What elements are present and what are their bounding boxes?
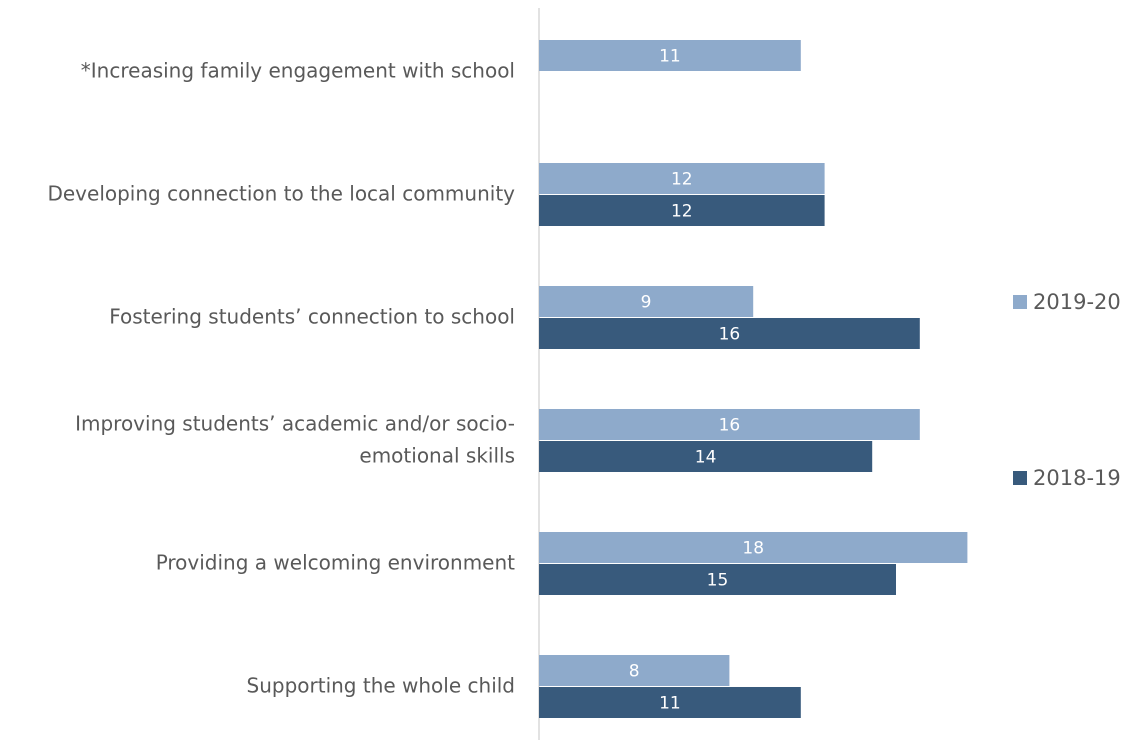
category-labels-layer: *Increasing family engagement with schoo…	[47, 58, 515, 697]
data-label: 18	[742, 539, 764, 559]
category-label-line: *Increasing family engagement with schoo…	[81, 58, 515, 82]
category-label: Developing connection to the local commu…	[47, 181, 515, 205]
category-label-line: emotional skills	[359, 443, 515, 467]
bar-2018-19	[539, 318, 920, 349]
bar-2018-19	[539, 687, 801, 718]
category-label-line: Providing a welcoming environment	[156, 550, 515, 574]
legend-swatch-2019-20	[1013, 295, 1027, 309]
bar-2018-19	[539, 564, 896, 595]
data-label: 16	[719, 416, 741, 436]
category-label: Providing a welcoming environment	[156, 550, 515, 574]
data-label: 9	[641, 293, 652, 313]
data-label: 8	[629, 662, 640, 682]
bar-2019-20	[539, 655, 730, 686]
data-label: 14	[695, 448, 717, 468]
category-label-line: Supporting the whole child	[247, 673, 516, 697]
data-label: 15	[707, 571, 729, 591]
legend-label-2018-19: 2018-19	[1033, 466, 1121, 490]
category-label-line: Developing connection to the local commu…	[47, 181, 515, 205]
category-label: Fostering students’ connection to school	[109, 304, 515, 328]
data-label: 12	[671, 170, 693, 190]
data-label: 11	[659, 47, 681, 67]
category-label: Supporting the whole child	[247, 673, 516, 697]
category-label-line: Improving students’ academic and/or soci…	[75, 411, 515, 435]
data-label: 12	[671, 202, 693, 222]
legend-label-2019-20: 2019-20	[1033, 290, 1121, 314]
category-label-line: Fostering students’ connection to school	[109, 304, 515, 328]
bar-2019-20	[539, 409, 920, 440]
bar-2019-20	[539, 532, 968, 563]
bar-2019-20	[539, 163, 825, 194]
category-label: Improving students’ academic and/or soci…	[75, 411, 515, 467]
data-label: 11	[659, 694, 681, 714]
bar-2019-20	[539, 286, 754, 317]
bar-2018-19	[539, 195, 825, 226]
bar-2018-19	[539, 441, 873, 472]
legend: 2019-20 2018-19	[1013, 290, 1121, 490]
legend-swatch-2018-19	[1013, 471, 1027, 485]
category-label: *Increasing family engagement with schoo…	[81, 58, 515, 82]
data-label: 16	[719, 325, 741, 345]
bar-2019-20	[539, 40, 801, 71]
